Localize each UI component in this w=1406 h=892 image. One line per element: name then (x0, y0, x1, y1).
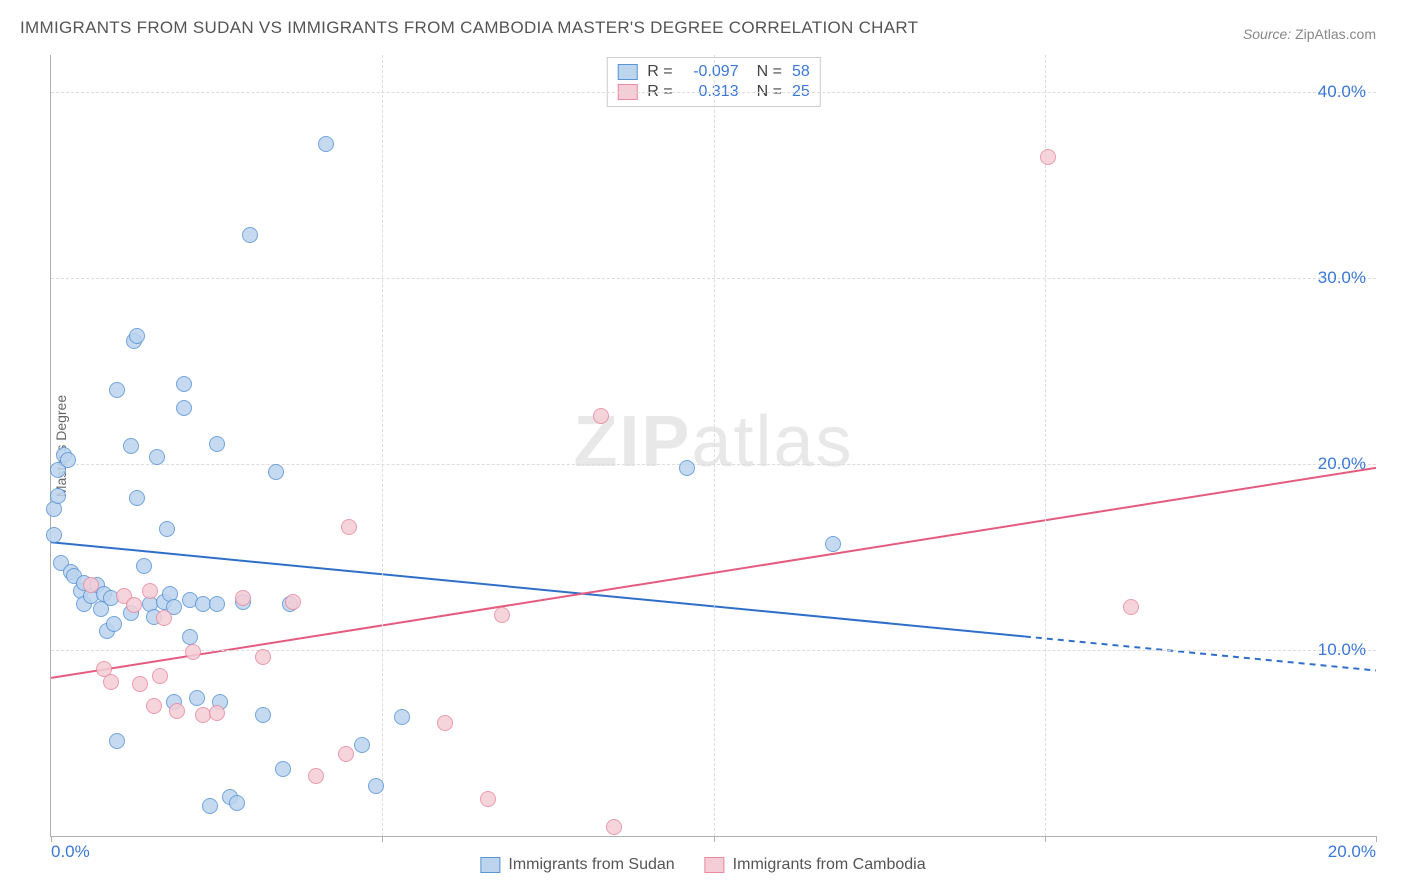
scatter-point-sudan (136, 558, 152, 574)
scatter-point-sudan (109, 382, 125, 398)
scatter-point-cambodia (338, 746, 354, 762)
scatter-point-cambodia (255, 649, 271, 665)
gridline-vertical (1045, 55, 1046, 836)
scatter-point-cambodia (285, 594, 301, 610)
trendline-sudan (51, 542, 1025, 636)
scatter-point-sudan (129, 328, 145, 344)
y-tick-label: 20.0% (1318, 454, 1366, 474)
scatter-point-cambodia (209, 705, 225, 721)
scatter-point-cambodia (1040, 149, 1056, 165)
scatter-point-sudan (159, 521, 175, 537)
scatter-point-cambodia (593, 408, 609, 424)
scatter-point-sudan (60, 452, 76, 468)
scatter-point-cambodia (480, 791, 496, 807)
x-tick-mark (714, 836, 715, 842)
scatter-point-sudan (176, 376, 192, 392)
scatter-point-cambodia (494, 607, 510, 623)
scatter-point-cambodia (169, 703, 185, 719)
scatter-point-sudan (318, 136, 334, 152)
scatter-point-cambodia (341, 519, 357, 535)
scatter-point-cambodia (437, 715, 453, 731)
scatter-point-cambodia (132, 676, 148, 692)
scatter-point-sudan (825, 536, 841, 552)
scatter-point-sudan (123, 438, 139, 454)
source-value: ZipAtlas.com (1295, 26, 1376, 42)
watermark-light: atlas (691, 401, 853, 481)
scatter-point-sudan (229, 795, 245, 811)
scatter-point-sudan (129, 490, 145, 506)
legend-item-sudan: Immigrants from Sudan (480, 856, 674, 874)
scatter-point-cambodia (156, 610, 172, 626)
gridline-vertical (382, 55, 383, 836)
scatter-point-sudan (202, 798, 218, 814)
scatter-point-sudan (242, 227, 258, 243)
scatter-point-sudan (275, 761, 291, 777)
scatter-point-sudan (106, 616, 122, 632)
n-value-sudan: 58 (792, 63, 810, 81)
y-tick-label: 30.0% (1318, 268, 1366, 288)
legend-item-cambodia: Immigrants from Cambodia (705, 856, 926, 874)
scatter-point-sudan (50, 488, 66, 504)
scatter-point-cambodia (606, 819, 622, 835)
swatch-sudan (617, 64, 637, 80)
watermark-bold: ZIP (573, 401, 691, 481)
x-tick-label-min: 0.0% (51, 842, 90, 862)
chart-plot-area: ZIPatlas R = -0.097 N = 58 R = 0.313 N =… (50, 55, 1376, 837)
scatter-point-cambodia (126, 597, 142, 613)
scatter-point-sudan (46, 527, 62, 543)
scatter-point-sudan (182, 629, 198, 645)
x-tick-mark (382, 836, 383, 842)
legend-swatch-sudan (480, 857, 500, 873)
scatter-point-sudan (268, 464, 284, 480)
series-legend: Immigrants from Sudan Immigrants from Ca… (480, 856, 925, 874)
scatter-point-cambodia (152, 668, 168, 684)
legend-label-cambodia: Immigrants from Cambodia (733, 856, 926, 874)
x-tick-mark (1045, 836, 1046, 842)
chart-title: IMMIGRANTS FROM SUDAN VS IMMIGRANTS FROM… (20, 18, 918, 38)
scatter-point-sudan (368, 778, 384, 794)
scatter-point-sudan (176, 400, 192, 416)
gridline-vertical (714, 55, 715, 836)
scatter-point-sudan (209, 596, 225, 612)
scatter-point-cambodia (185, 644, 201, 660)
scatter-point-sudan (354, 737, 370, 753)
legend-label-sudan: Immigrants from Sudan (508, 856, 674, 874)
n-label: N = (757, 63, 782, 81)
source-citation: Source: ZipAtlas.com (1243, 26, 1376, 42)
scatter-point-cambodia (1123, 599, 1139, 615)
scatter-point-cambodia (103, 674, 119, 690)
x-tick-label-max: 20.0% (1328, 842, 1376, 862)
scatter-point-cambodia (142, 583, 158, 599)
r-value-sudan: -0.097 (683, 63, 739, 81)
scatter-point-sudan (394, 709, 410, 725)
scatter-point-sudan (109, 733, 125, 749)
scatter-point-cambodia (83, 577, 99, 593)
scatter-point-sudan (209, 436, 225, 452)
y-tick-label: 10.0% (1318, 640, 1366, 660)
scatter-point-cambodia (308, 768, 324, 784)
scatter-point-cambodia (146, 698, 162, 714)
r-label: R = (647, 63, 672, 81)
x-tick-mark (1376, 836, 1377, 842)
scatter-point-sudan (255, 707, 271, 723)
legend-swatch-cambodia (705, 857, 725, 873)
scatter-point-cambodia (235, 590, 251, 606)
scatter-point-sudan (149, 449, 165, 465)
source-label: Source: (1243, 26, 1291, 42)
y-tick-label: 40.0% (1318, 82, 1366, 102)
scatter-point-sudan (679, 460, 695, 476)
scatter-point-sudan (189, 690, 205, 706)
